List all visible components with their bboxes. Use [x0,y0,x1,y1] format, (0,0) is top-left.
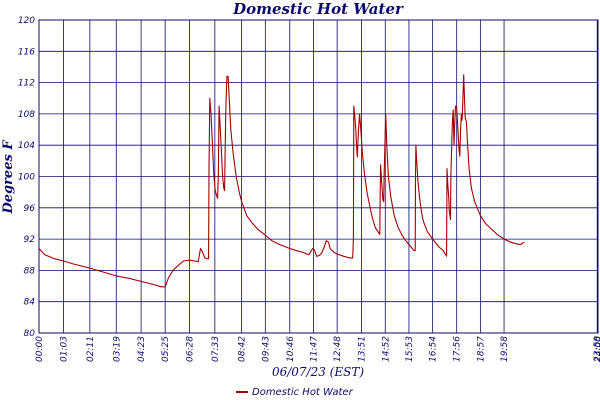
y-tick-label: 120 [18,16,35,26]
chart-title: Domestic Hot Water [232,0,404,18]
x-tick-label: 08:42 [238,336,248,362]
x-tick-label: 02:11 [86,336,96,362]
plot-area-frame [38,19,599,334]
x-tick-label: 24:00 [594,336,600,362]
x-axis-label: 06/07/23 (EST) [272,365,364,379]
x-tick-label: 10:46 [286,336,296,362]
y-tick-label: 108 [18,110,35,120]
x-tick-label: 13:51 [358,336,368,362]
x-tick-label: 05:25 [161,336,171,362]
series-line-domestic-hot-water [38,74,525,288]
x-tick-label: 17:56 [453,336,463,362]
y-tick-label: 116 [18,47,35,57]
x-tick-label: 23:58 [593,336,600,362]
x-tick-label: 00:00 [35,336,45,362]
y-tick-label: 112 [18,79,35,89]
y-tick-label: 84 [24,298,36,308]
x-tick-label: 12:48 [333,336,343,362]
x-tick-label: 19:58 [500,336,510,362]
legend: Domestic Hot Water [236,387,354,398]
x-tick-label: 15:53 [405,336,415,362]
legend-label: Domestic Hot Water [252,387,354,398]
x-tick-label: 09:43 [261,336,271,362]
y-tick-label: 92 [24,235,36,245]
x-tick-label: 16:54 [429,336,439,362]
x-tick-labels: 00:00 01:03 02:11 03:19 04:23 05:25 06:28 07:33… [35,336,600,362]
x-tick-label: 04:23 [137,336,147,362]
y-axis-label: Degrees F [1,140,16,215]
y-tick-label: 100 [18,173,35,183]
x-tick-label: 07:33 [211,336,221,362]
y-tick-label: 88 [24,266,36,276]
x-tick-label: 14:52 [381,336,391,362]
y-tick-label: 80 [24,329,36,339]
y-tick-label: 104 [18,141,35,151]
x-tick-label: 11:47 [309,336,319,362]
x-tick-label: 18:57 [476,336,486,362]
y-tick-label: 96 [24,204,36,214]
x-tick-label: 06:28 [186,336,196,362]
series-layer [38,74,525,288]
y-tick-labels: 80 84 88 92 96 100 104 108 112 116 120 [18,16,35,339]
x-tick-label: 01:03 [59,336,69,362]
x-tick-label: 03:19 [112,336,122,362]
chart-grid [38,19,599,334]
